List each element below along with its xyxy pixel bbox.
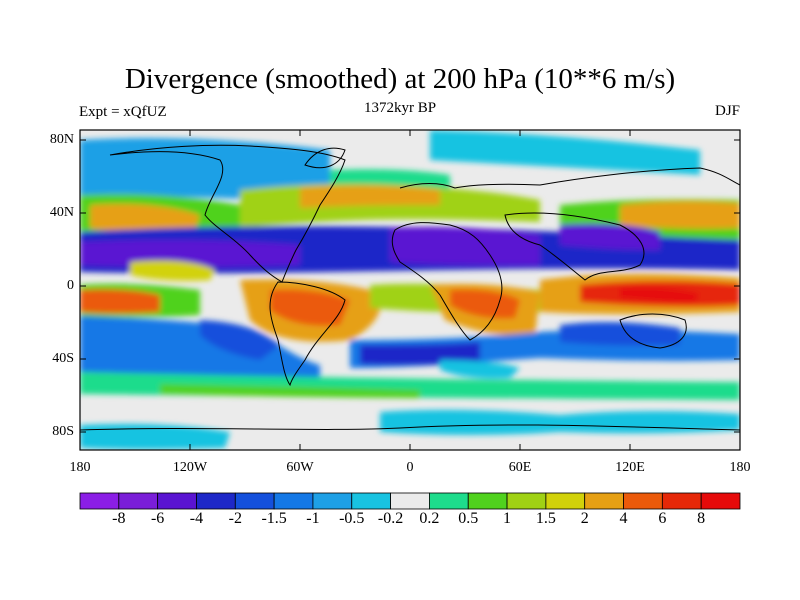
colorbar-label: -2 bbox=[228, 510, 242, 527]
colorbar-box bbox=[700, 492, 741, 510]
colorbar-label: 6 bbox=[658, 510, 667, 527]
lat-label-eq: 0 bbox=[67, 278, 74, 293]
colorbar-box bbox=[312, 492, 353, 510]
lat-label-80s: 80S bbox=[52, 424, 74, 439]
colorbar-box bbox=[584, 492, 624, 510]
colorbar-label: -0.5 bbox=[339, 510, 365, 527]
colorbar-box bbox=[157, 492, 197, 510]
colorbar-label: -1 bbox=[306, 510, 320, 527]
colorbar-box bbox=[118, 492, 159, 510]
colorbar-box bbox=[623, 492, 663, 510]
axis-ticks bbox=[79, 130, 741, 450]
season-label: DJF bbox=[714, 103, 740, 119]
period-label: 1372kyr BP bbox=[363, 100, 437, 116]
colorbar-label: 1 bbox=[503, 510, 512, 527]
colorbar-box bbox=[234, 492, 275, 510]
colorbar-label: -8 bbox=[112, 510, 126, 527]
colorbar-box bbox=[506, 492, 547, 510]
lon-label-120w: 120W bbox=[172, 460, 208, 475]
lon-label-0: 0 bbox=[406, 460, 414, 475]
lat-label-40n: 40N bbox=[49, 205, 74, 220]
colorbar-label: 0.5 bbox=[458, 510, 479, 527]
divergence-field bbox=[80, 130, 740, 450]
lon-label-60w: 60W bbox=[286, 460, 314, 475]
colorbar-box bbox=[661, 492, 702, 510]
colorbar-label: -6 bbox=[150, 510, 165, 527]
colorbar-label: 2 bbox=[580, 510, 589, 527]
colorbar-label: 8 bbox=[697, 510, 706, 527]
lat-label-80n: 80N bbox=[49, 132, 74, 147]
colorbar-label: 4 bbox=[619, 510, 628, 527]
coastlines bbox=[80, 144, 740, 431]
colorbar-box bbox=[273, 492, 314, 510]
colorbar-label: -4 bbox=[189, 510, 204, 527]
colorbar-box bbox=[390, 492, 430, 510]
colorbar-box bbox=[429, 492, 469, 510]
plot-title: Divergence (smoothed) at 200 hPa (10**6 … bbox=[124, 63, 676, 95]
colorbar-box bbox=[351, 492, 391, 510]
lon-label-180w: 180 bbox=[69, 460, 91, 475]
colorbar-box bbox=[545, 492, 586, 510]
colorbar-label: 0.2 bbox=[419, 510, 440, 527]
experiment-label: Expt = xQfUZ bbox=[79, 104, 167, 120]
colorbar-box bbox=[79, 492, 120, 510]
colorbar-label: -0.2 bbox=[377, 510, 404, 527]
lon-label-180e: 180 bbox=[729, 460, 751, 475]
lat-label-40s: 40S bbox=[52, 351, 74, 366]
lon-label-60e: 60E bbox=[508, 460, 532, 475]
colorbar-label: 1.5 bbox=[535, 510, 556, 527]
lon-label-120e: 120E bbox=[615, 460, 645, 475]
colorbar-box bbox=[467, 492, 508, 510]
colorbar-box bbox=[196, 492, 236, 510]
colorbar-label: -1.5 bbox=[261, 510, 287, 527]
